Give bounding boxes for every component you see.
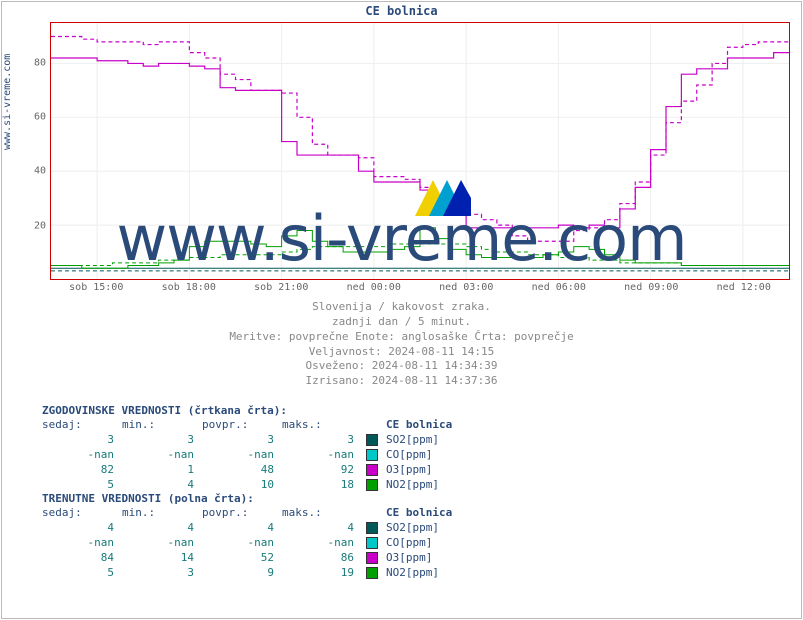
value-cell: 3: [42, 432, 122, 447]
meta-line: Izrisano: 2024-08-11 14:37:36: [0, 374, 803, 389]
col-header: sedaj:: [42, 417, 122, 432]
x-tick: ned 00:00: [347, 282, 401, 293]
y-axis-label: www.si-vreme.com: [2, 54, 13, 150]
value-cell: 4: [42, 520, 122, 535]
value-cell: -nan: [42, 535, 122, 550]
value-cell: 14: [122, 550, 202, 565]
x-tick: sob 15:00: [69, 282, 123, 293]
y-tick: 20: [26, 220, 46, 231]
col-header: povpr.:: [202, 417, 282, 432]
col-header: sedaj:: [42, 505, 122, 520]
color-swatch: [366, 479, 378, 491]
meta-line: Slovenija / kakovost zraka.: [0, 300, 803, 315]
value-cell: 5: [42, 565, 122, 580]
meta-line: Veljavnost: 2024-08-11 14:15: [0, 345, 803, 360]
table-row: 4444SO2[ppm]: [42, 520, 452, 535]
curr-table: sedaj:min.:povpr.:maks.:CE bolnica4444SO…: [42, 505, 452, 580]
hist-table-header: ZGODOVINSKE VREDNOSTI (črtkana črta):: [42, 404, 452, 417]
value-cell: 19: [282, 565, 362, 580]
color-swatch: [366, 464, 378, 476]
value-cell: -nan: [282, 535, 362, 550]
meta-line: zadnji dan / 5 minut.: [0, 315, 803, 330]
param-label: CO[ppm]: [382, 535, 452, 550]
y-tick: 40: [26, 166, 46, 177]
param-label: CO[ppm]: [382, 447, 452, 462]
table-row: -nan-nan-nan-nanCO[ppm]: [42, 447, 452, 462]
param-label: NO2[ppm]: [382, 477, 452, 492]
value-cell: 4: [122, 477, 202, 492]
color-swatch: [366, 449, 378, 461]
col-header: maks.:: [282, 417, 362, 432]
param-label: SO2[ppm]: [382, 520, 452, 535]
table-row: 84145286 O3[ppm]: [42, 550, 452, 565]
color-swatch: [366, 552, 378, 564]
color-swatch: [366, 522, 378, 534]
table-row: 541018 NO2[ppm]: [42, 477, 452, 492]
value-cell: 4: [122, 520, 202, 535]
meta-line: Osveženo: 2024-08-11 14:34:39: [0, 359, 803, 374]
station-name: CE bolnica: [382, 417, 452, 432]
x-tick: ned 09:00: [624, 282, 678, 293]
col-header: maks.:: [282, 505, 362, 520]
y-tick: 60: [26, 112, 46, 123]
color-swatch: [366, 434, 378, 446]
value-cell: -nan: [122, 535, 202, 550]
value-tables: ZGODOVINSKE VREDNOSTI (črtkana črta): se…: [42, 404, 452, 580]
chart-title: CE bolnica: [0, 4, 803, 18]
x-tick: sob 18:00: [162, 282, 216, 293]
value-cell: 4: [282, 520, 362, 535]
param-label: NO2[ppm]: [382, 565, 452, 580]
value-cell: 1: [122, 462, 202, 477]
table-row: -nan-nan-nan-nanCO[ppm]: [42, 535, 452, 550]
value-cell: -nan: [202, 447, 282, 462]
value-cell: 3: [202, 432, 282, 447]
hist-table: sedaj:min.:povpr.:maks.:CE bolnica3333SO…: [42, 417, 452, 492]
value-cell: -nan: [42, 447, 122, 462]
color-swatch: [366, 567, 378, 579]
value-cell: -nan: [282, 447, 362, 462]
param-label: O3[ppm]: [382, 462, 452, 477]
value-cell: 82: [42, 462, 122, 477]
meta-line: Meritve: povprečne Enote: anglosaške Črt…: [0, 330, 803, 345]
watermark-logo: [415, 180, 471, 216]
x-tick: ned 12:00: [717, 282, 771, 293]
plot-area: [50, 22, 790, 280]
curr-table-header: TRENUTNE VREDNOSTI (polna črta):: [42, 492, 452, 505]
table-row: 53919 NO2[ppm]: [42, 565, 452, 580]
value-cell: 5: [42, 477, 122, 492]
x-tick: sob 21:00: [254, 282, 308, 293]
table-row: 8214892 O3[ppm]: [42, 462, 452, 477]
value-cell: 3: [122, 432, 202, 447]
x-tick: ned 06:00: [532, 282, 586, 293]
chart-metadata: Slovenija / kakovost zraka. zadnji dan /…: [0, 300, 803, 389]
station-name: CE bolnica: [382, 505, 452, 520]
value-cell: -nan: [122, 447, 202, 462]
value-cell: 10: [202, 477, 282, 492]
value-cell: 48: [202, 462, 282, 477]
col-header: min.:: [122, 505, 202, 520]
param-label: SO2[ppm]: [382, 432, 452, 447]
param-label: O3[ppm]: [382, 550, 452, 565]
table-row: 3333SO2[ppm]: [42, 432, 452, 447]
col-header: min.:: [122, 417, 202, 432]
value-cell: 92: [282, 462, 362, 477]
color-swatch: [366, 537, 378, 549]
col-header: povpr.:: [202, 505, 282, 520]
y-tick: 80: [26, 57, 46, 68]
value-cell: 9: [202, 565, 282, 580]
value-cell: 86: [282, 550, 362, 565]
value-cell: 3: [122, 565, 202, 580]
value-cell: 84: [42, 550, 122, 565]
value-cell: 4: [202, 520, 282, 535]
value-cell: -nan: [202, 535, 282, 550]
value-cell: 52: [202, 550, 282, 565]
x-tick: ned 03:00: [439, 282, 493, 293]
value-cell: 18: [282, 477, 362, 492]
value-cell: 3: [282, 432, 362, 447]
